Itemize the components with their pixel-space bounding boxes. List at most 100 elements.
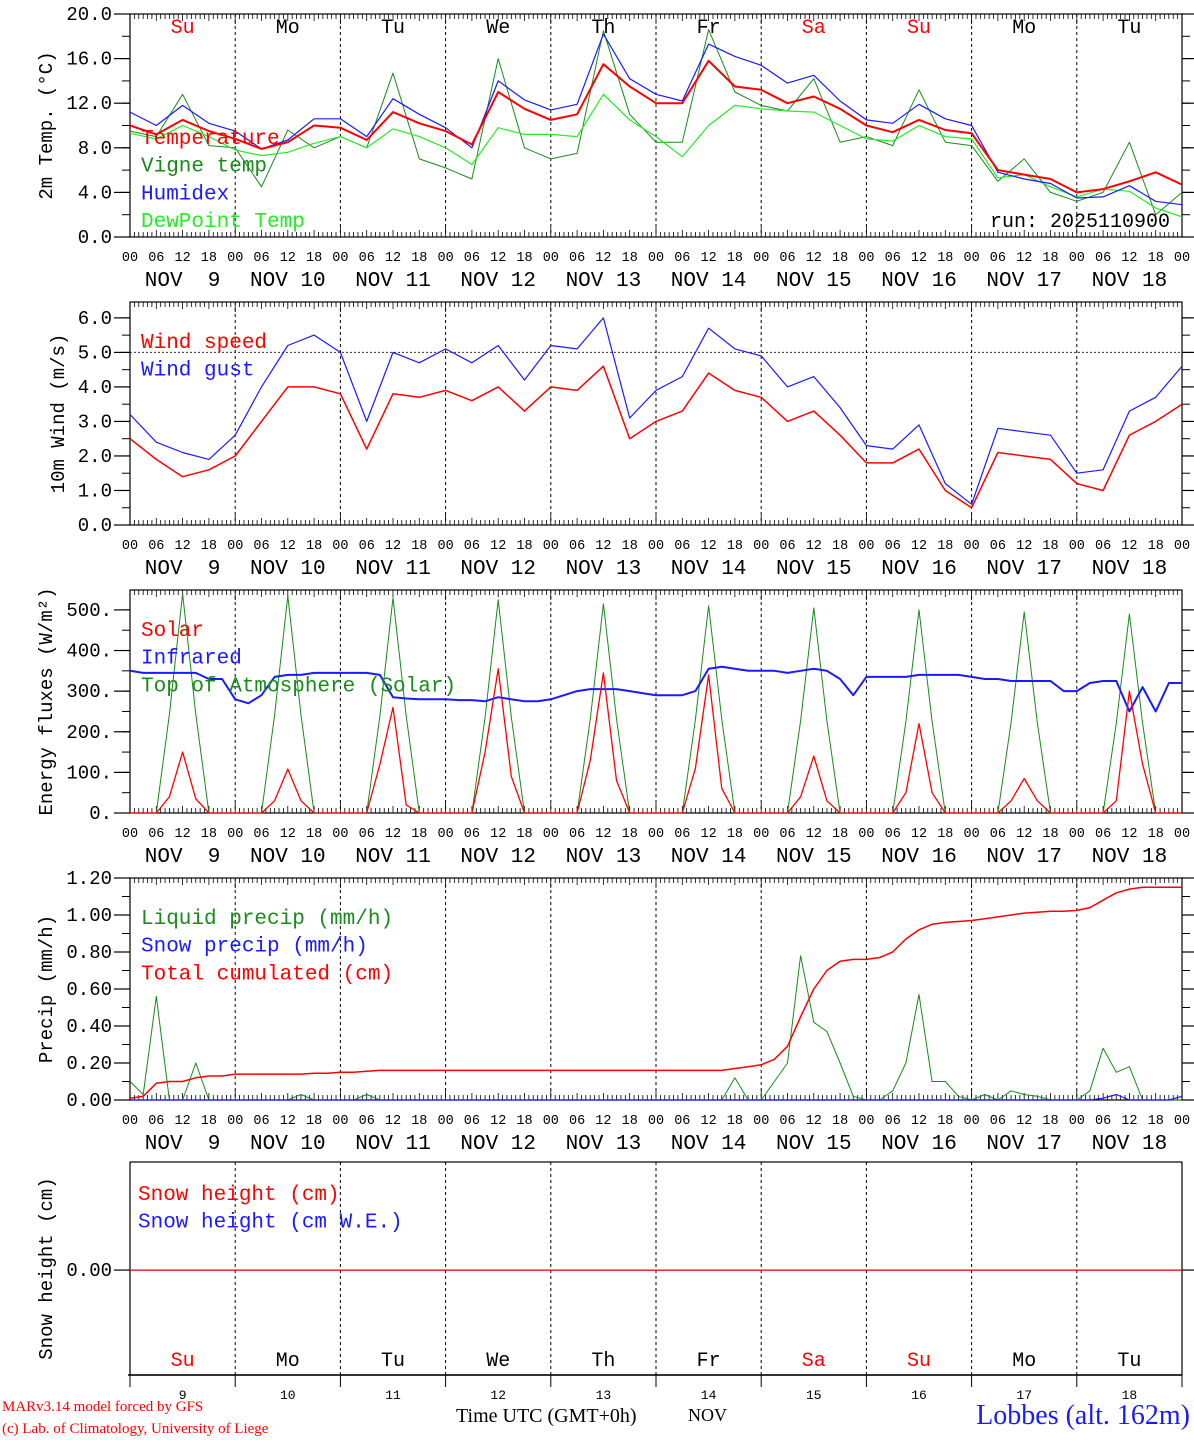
legend-entry: Vigne temp	[141, 156, 267, 179]
date-label: NOV 15	[776, 270, 852, 293]
hour-label: 18	[306, 1114, 322, 1129]
hour-label: 18	[516, 1114, 532, 1129]
hour-label: 18	[1148, 1114, 1164, 1129]
date-label: NOV 13	[566, 846, 642, 869]
date-label: NOV 9	[145, 1133, 221, 1156]
hour-label: 12	[1121, 1114, 1137, 1129]
legend-entry: Infrared	[141, 648, 242, 671]
copyright-credit: (c) Lab. of Climatology, University of L…	[2, 1421, 269, 1437]
series-line-dewpoint-temp	[129, 93, 1183, 218]
hour-label: 18	[832, 251, 848, 266]
date-label: NOV 15	[776, 1133, 852, 1156]
date-label: NOV 18	[1092, 1133, 1168, 1156]
date-label: NOV 14	[671, 846, 747, 869]
hour-label: 18	[306, 827, 322, 842]
hour-label: 18	[201, 827, 217, 842]
legend-entry: Liquid precip (mm/h)	[141, 908, 393, 931]
day-name: Su	[171, 1350, 195, 1373]
series-line-wind-speed	[129, 365, 1183, 509]
y-tick-label: 0.00	[66, 1090, 112, 1112]
day-name: Sa	[802, 1350, 826, 1373]
hour-label: 06	[885, 1114, 901, 1129]
hour-label: 06	[253, 251, 269, 266]
hour-label: 12	[1121, 251, 1137, 266]
day-name: Th	[591, 1350, 615, 1373]
hour-label: 06	[148, 251, 164, 266]
day-name: Th	[591, 17, 615, 40]
date-label: NOV 10	[250, 558, 326, 581]
hour-label: 00	[543, 539, 559, 554]
hour-label: 00	[332, 251, 348, 266]
day-number: 11	[385, 1388, 401, 1403]
day-number: 16	[911, 1388, 927, 1403]
hour-label: 12	[174, 1114, 190, 1129]
hour-label: 06	[990, 1114, 1006, 1129]
day-name: Su	[171, 17, 195, 40]
date-label: NOV 10	[250, 270, 326, 293]
y-axis-label: 10m Wind (m/s)	[48, 334, 70, 494]
y-tick-label: 0.80	[66, 942, 112, 964]
hour-label: 00	[122, 251, 138, 266]
hour-label: 12	[806, 251, 822, 266]
hour-label: 18	[306, 539, 322, 554]
date-label: NOV 17	[986, 1133, 1062, 1156]
legend-entry: Solar	[141, 620, 204, 643]
y-tick-label: 3.0	[78, 411, 112, 433]
legend-entry: Top of Atmosphere (Solar)	[141, 675, 456, 698]
hour-label: 00	[227, 827, 243, 842]
date-label: NOV 13	[566, 558, 642, 581]
hour-label: 00	[437, 827, 453, 842]
y-tick-label: 0.40	[66, 1016, 112, 1038]
hour-label: 00	[1069, 1114, 1085, 1129]
hour-label: 00	[227, 1114, 243, 1129]
hour-label: 00	[858, 539, 874, 554]
hour-label: 18	[1148, 251, 1164, 266]
legend-entry: DewPoint Temp	[141, 211, 305, 234]
hour-label: 00	[753, 1114, 769, 1129]
date-label: NOV 14	[671, 270, 747, 293]
y-axis-label: 2m Temp. (°C)	[36, 51, 58, 199]
day-name: Tu	[381, 1350, 405, 1373]
date-label: NOV 18	[1092, 558, 1168, 581]
hour-label: 18	[937, 539, 953, 554]
day-number: 10	[280, 1388, 296, 1403]
hour-label: 12	[280, 1114, 296, 1129]
hour-label: 12	[595, 251, 611, 266]
date-label: NOV 14	[671, 1133, 747, 1156]
day-number: 12	[490, 1388, 506, 1403]
day-name: Tu	[1117, 1350, 1141, 1373]
hour-label: 06	[359, 1114, 375, 1129]
hour-label: 18	[832, 1114, 848, 1129]
y-tick-label: 4.0	[78, 182, 112, 204]
hour-label: 06	[569, 827, 585, 842]
day-number: 18	[1122, 1388, 1138, 1403]
hour-label: 00	[648, 827, 664, 842]
hour-label: 18	[832, 539, 848, 554]
y-tick-label: 200.	[66, 722, 112, 744]
hour-label: 18	[201, 251, 217, 266]
hour-label: 18	[516, 827, 532, 842]
day-name: Mo	[276, 17, 300, 40]
hour-label: 06	[885, 827, 901, 842]
hour-label: 00	[332, 539, 348, 554]
hour-label: 12	[174, 827, 190, 842]
hour-label: 00	[543, 827, 559, 842]
hour-label: 12	[174, 539, 190, 554]
y-tick-label: 500.	[66, 600, 112, 622]
hour-label: 12	[385, 827, 401, 842]
hour-label: 18	[727, 1114, 743, 1129]
hour-label: 06	[779, 827, 795, 842]
y-tick-label: 16.0	[66, 49, 112, 71]
hour-label: 06	[464, 827, 480, 842]
hour-label: 12	[1016, 827, 1032, 842]
hour-label: 18	[937, 827, 953, 842]
y-tick-label: 2.0	[78, 446, 112, 468]
date-label: NOV 15	[776, 846, 852, 869]
day-name: Tu	[381, 17, 405, 40]
hour-label: 00	[122, 827, 138, 842]
hour-label: 18	[727, 539, 743, 554]
date-label: NOV 18	[1092, 846, 1168, 869]
legend-entry: Humidex	[141, 183, 229, 206]
hour-label: 00	[648, 251, 664, 266]
date-label: NOV 12	[460, 270, 536, 293]
